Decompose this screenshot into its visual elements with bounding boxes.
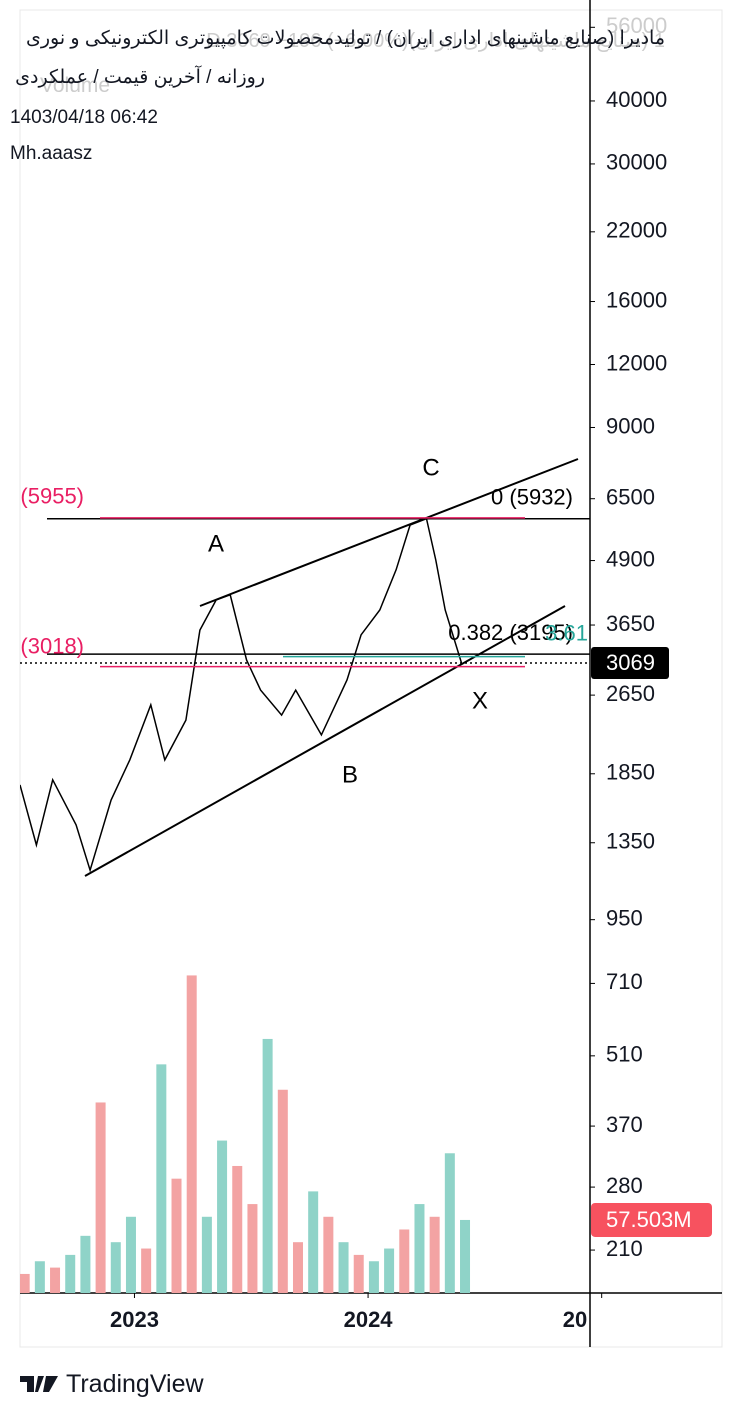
y-tick-label: 12000 bbox=[606, 350, 667, 375]
subtitle: روزانه / آخرین قیمت / عملکردی bbox=[15, 67, 265, 88]
x-tick-label: 20 bbox=[563, 1307, 587, 1332]
last-price-label: 3069 bbox=[606, 650, 655, 675]
price-line bbox=[20, 517, 463, 873]
wave-label: A bbox=[208, 530, 224, 557]
y-tick-label: 950 bbox=[606, 905, 643, 930]
y-tick-label: 210 bbox=[606, 1236, 643, 1261]
volume-bar bbox=[186, 975, 197, 1293]
logo bbox=[20, 1376, 58, 1392]
last-price-tag bbox=[591, 646, 669, 679]
y-tick-label: 370 bbox=[606, 1112, 643, 1137]
volume-bar bbox=[217, 1140, 228, 1293]
x-tick-label: 2024 bbox=[344, 1307, 394, 1332]
volume-bar bbox=[323, 1216, 334, 1293]
y-tick-label: 40000 bbox=[606, 87, 667, 112]
volume-bar bbox=[384, 1248, 395, 1293]
channel-upper bbox=[199, 458, 579, 607]
date: 1403/04/18 06:42 bbox=[10, 107, 158, 128]
brand: TradingView bbox=[66, 1370, 204, 1398]
volume-bar bbox=[460, 1219, 471, 1293]
volume-bar bbox=[65, 1254, 76, 1293]
y-tick-label: 56000 bbox=[606, 13, 667, 38]
volume-bar bbox=[125, 1216, 136, 1293]
y-tick-label: 6500 bbox=[606, 485, 655, 510]
y-tick-label: 22000 bbox=[606, 218, 667, 243]
volume-bar bbox=[110, 1242, 121, 1293]
volume-bar bbox=[444, 1153, 455, 1293]
volume-bar bbox=[20, 1273, 30, 1293]
wave-label: B bbox=[342, 761, 358, 788]
y-tick-label: 1350 bbox=[606, 829, 655, 854]
watermark-volume: Volume bbox=[40, 74, 111, 97]
wave-label: X bbox=[472, 687, 488, 714]
volume-bar bbox=[141, 1248, 152, 1293]
volume-bar bbox=[353, 1254, 364, 1293]
level-label: 3.61 bbox=[545, 620, 588, 645]
volume-bar bbox=[34, 1261, 45, 1293]
y-tick-label: 30000 bbox=[606, 150, 667, 175]
volume-bar bbox=[171, 1178, 182, 1293]
volume-bar bbox=[368, 1261, 379, 1293]
author: Mh.aaasz bbox=[10, 143, 93, 164]
volume-tag bbox=[591, 1202, 712, 1237]
axis: 56000 40000 30000 22000 16000 12000 9000 6500 49… bbox=[110, 13, 712, 1332]
volume-bar bbox=[399, 1229, 410, 1293]
y-tick-label: 510 bbox=[606, 1042, 643, 1067]
volume-bar bbox=[80, 1235, 91, 1293]
y-tick-label: 2650 bbox=[606, 681, 655, 706]
volume-bar bbox=[95, 1102, 106, 1293]
frame bbox=[19, 9, 723, 1348]
y-tick-label: 16000 bbox=[606, 287, 667, 312]
level-label: (3018) bbox=[20, 633, 84, 658]
volume-bar bbox=[292, 1242, 303, 1293]
volume-bar bbox=[247, 1204, 258, 1293]
level-label: 0 (5932) bbox=[491, 485, 573, 510]
volume-bar bbox=[201, 1216, 212, 1293]
volume-bar bbox=[429, 1216, 440, 1293]
title: مادیرا (صنایع ماشینهای اداری ایران) / تو… bbox=[26, 28, 665, 49]
y-tick-label: 280 bbox=[606, 1173, 643, 1198]
volume-bar bbox=[156, 1064, 167, 1293]
plot: 0 (5932) 0.382 (3195)3.61 (5955) (3018) A B C X bbox=[20, 454, 590, 1293]
wave-label: C bbox=[422, 454, 439, 481]
y-tick-label: 710 bbox=[606, 969, 643, 994]
level-label: (5955) bbox=[20, 484, 84, 509]
volume-bar bbox=[414, 1204, 425, 1293]
y-tick-label: 3650 bbox=[606, 611, 655, 636]
x-tick-label: 2023 bbox=[110, 1307, 159, 1332]
channel-lower bbox=[84, 605, 566, 877]
volume-bar bbox=[232, 1165, 243, 1293]
y-tick-label: 1850 bbox=[606, 760, 655, 785]
volume-tag-label: 57.503M bbox=[606, 1207, 692, 1232]
volume-bar bbox=[50, 1267, 61, 1293]
volume-bar bbox=[308, 1191, 319, 1293]
watermark-symbol: 1 (صنایع ماشینهای اداری ایران)D 3069 −19… bbox=[206, 30, 665, 52]
volume-bar bbox=[338, 1242, 349, 1293]
y-tick-label: 9000 bbox=[606, 413, 655, 438]
level-label: 0.382 (3195) bbox=[448, 620, 573, 645]
volume-bar bbox=[262, 1038, 273, 1293]
volume-bar bbox=[277, 1089, 288, 1293]
y-tick-label: 4900 bbox=[606, 546, 655, 571]
